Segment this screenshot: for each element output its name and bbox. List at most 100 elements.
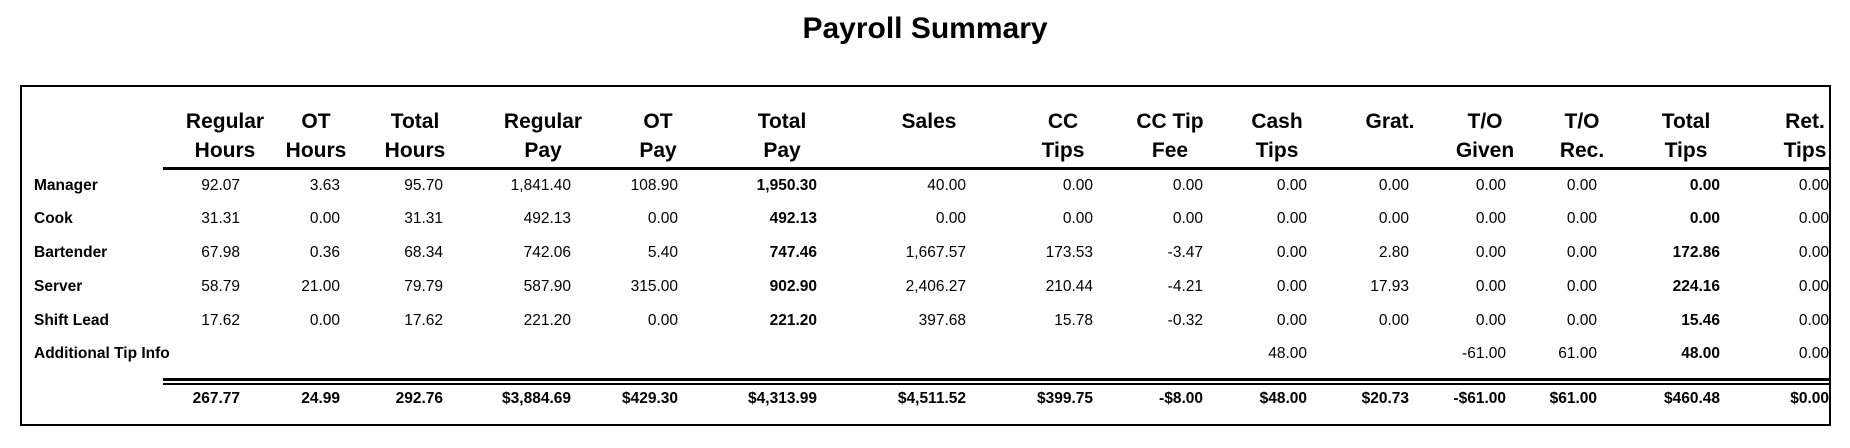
table-cell: 0.00 xyxy=(1475,244,1506,261)
table-cell: 210.44 xyxy=(1045,278,1093,295)
table-cell: 58.79 xyxy=(201,278,240,295)
column-header-line1: Regular xyxy=(503,110,583,133)
table-cell: 3.63 xyxy=(309,177,340,194)
table-cell: 0.00 xyxy=(1689,177,1720,194)
column-header-line1: T/O xyxy=(1564,110,1600,133)
total-cell: $4,313.99 xyxy=(748,390,817,407)
column-header-line2: Hours xyxy=(285,139,347,162)
row-label: Bartender xyxy=(34,244,108,261)
table-cell: 0.00 xyxy=(1378,210,1409,227)
table-cell: 5.40 xyxy=(647,244,678,261)
report-title: Payroll Summary xyxy=(802,12,1048,45)
table-cell: 31.31 xyxy=(201,210,240,227)
table-cell: 587.90 xyxy=(523,278,571,295)
table-cell: 0.00 xyxy=(647,312,678,329)
row-label: Cook xyxy=(34,210,73,227)
table-cell: 0.00 xyxy=(1566,177,1597,194)
row-label: Shift Lead xyxy=(34,312,109,329)
table-cell: 173.53 xyxy=(1045,244,1093,261)
column-header-line1: T/O xyxy=(1467,110,1503,133)
column-header-line1: Sales xyxy=(901,110,957,133)
table-cell: 0.00 xyxy=(309,312,340,329)
table-cell: 48.00 xyxy=(1268,345,1307,362)
table-cell: 0.00 xyxy=(1062,210,1093,227)
table-cell: 21.00 xyxy=(301,278,340,295)
total-cell: $4,511.52 xyxy=(897,390,966,407)
table-cell: 17.93 xyxy=(1370,278,1409,295)
table-cell: 40.00 xyxy=(927,177,966,194)
table-cell: 0.00 xyxy=(1475,312,1506,329)
table-cell: 0.00 xyxy=(1798,278,1829,295)
total-cell: -$61.00 xyxy=(1453,390,1506,407)
table-cell: 17.62 xyxy=(404,312,443,329)
table-cell: 0.00 xyxy=(1798,345,1829,362)
table-cell: 0.00 xyxy=(935,210,966,227)
column-header-line1: Regular xyxy=(185,110,265,133)
total-cell: $460.48 xyxy=(1663,390,1720,407)
column-header-line1: Total xyxy=(757,110,807,133)
column-header-line1: Total xyxy=(390,110,440,133)
column-header-line2: Hours xyxy=(194,139,256,162)
table-cell: 0.00 xyxy=(1276,312,1307,329)
table-cell: 0.00 xyxy=(1276,210,1307,227)
total-cell: $61.00 xyxy=(1549,390,1597,407)
column-header-line1: Ret. xyxy=(1785,110,1825,133)
table-cell: 0.00 xyxy=(1798,177,1829,194)
column-header-line1: OT xyxy=(301,110,331,133)
column-header-line2: Tips xyxy=(1783,139,1827,162)
total-cell: 292.76 xyxy=(395,390,443,407)
table-cell: 68.34 xyxy=(404,244,443,261)
table-cell: 224.16 xyxy=(1672,278,1720,295)
table-cell: -4.21 xyxy=(1167,278,1203,295)
row-label: Server xyxy=(34,278,83,295)
totals-double-rule-bottom xyxy=(163,383,1831,385)
table-cell: 61.00 xyxy=(1558,345,1597,362)
column-header-line2: Pay xyxy=(639,139,677,162)
table-cell: 0.00 xyxy=(647,210,678,227)
table-cell: 0.00 xyxy=(1276,177,1307,194)
table-cell: 902.90 xyxy=(769,278,817,295)
table-cell: 0.00 xyxy=(1689,210,1720,227)
total-cell: 24.99 xyxy=(301,390,340,407)
column-header-line1: Total xyxy=(1661,110,1711,133)
table-cell: 0.00 xyxy=(1566,210,1597,227)
table-cell: 0.00 xyxy=(1798,210,1829,227)
table-cell: 0.00 xyxy=(1378,177,1409,194)
table-cell: 67.98 xyxy=(201,244,240,261)
table-cell: 0.00 xyxy=(1378,312,1409,329)
row-label: Manager xyxy=(34,177,98,194)
column-header-line2: Given xyxy=(1455,139,1515,162)
column-header-line2: Tips xyxy=(1664,139,1708,162)
table-cell: -0.32 xyxy=(1167,312,1203,329)
total-cell: $48.00 xyxy=(1259,390,1307,407)
table-cell: 15.46 xyxy=(1681,312,1720,329)
column-header-line1: OT xyxy=(643,110,673,133)
table-cell: 48.00 xyxy=(1681,345,1720,362)
payroll-summary-table: Regular Hours OT Hours Total Hours Regular Pay O… xyxy=(20,85,1831,426)
table-cell: 95.70 xyxy=(404,177,443,194)
table-cell: 0.00 xyxy=(1475,210,1506,227)
column-header-line2: Tips xyxy=(1255,139,1299,162)
column-header-line1: Cash xyxy=(1251,110,1303,133)
table-cell: 0.00 xyxy=(1475,278,1506,295)
table-cell: 0.36 xyxy=(309,244,340,261)
column-header-line2: Pay xyxy=(524,139,562,162)
table-cell: 0.00 xyxy=(1798,244,1829,261)
column-header-line2: Hours xyxy=(384,139,446,162)
total-cell: $20.73 xyxy=(1361,390,1409,407)
table-cell: 17.62 xyxy=(201,312,240,329)
table-cell: 221.20 xyxy=(523,312,571,329)
table-cell: 2.80 xyxy=(1378,244,1409,261)
column-header-line2: Tips xyxy=(1041,139,1085,162)
table-cell: 0.00 xyxy=(1475,177,1506,194)
total-cell: $429.30 xyxy=(621,390,678,407)
table-cell: 0.00 xyxy=(1566,278,1597,295)
table-cell: 1,667.57 xyxy=(905,244,966,261)
table-cell: 221.20 xyxy=(769,312,817,329)
table-cell: -61.00 xyxy=(1462,345,1506,362)
table-cell: 1,841.40 xyxy=(510,177,571,194)
column-header-line2: Pay xyxy=(763,139,801,162)
table-cell: 79.79 xyxy=(404,278,443,295)
table-cell: 0.00 xyxy=(1276,278,1307,295)
total-cell: 267.77 xyxy=(192,390,240,407)
